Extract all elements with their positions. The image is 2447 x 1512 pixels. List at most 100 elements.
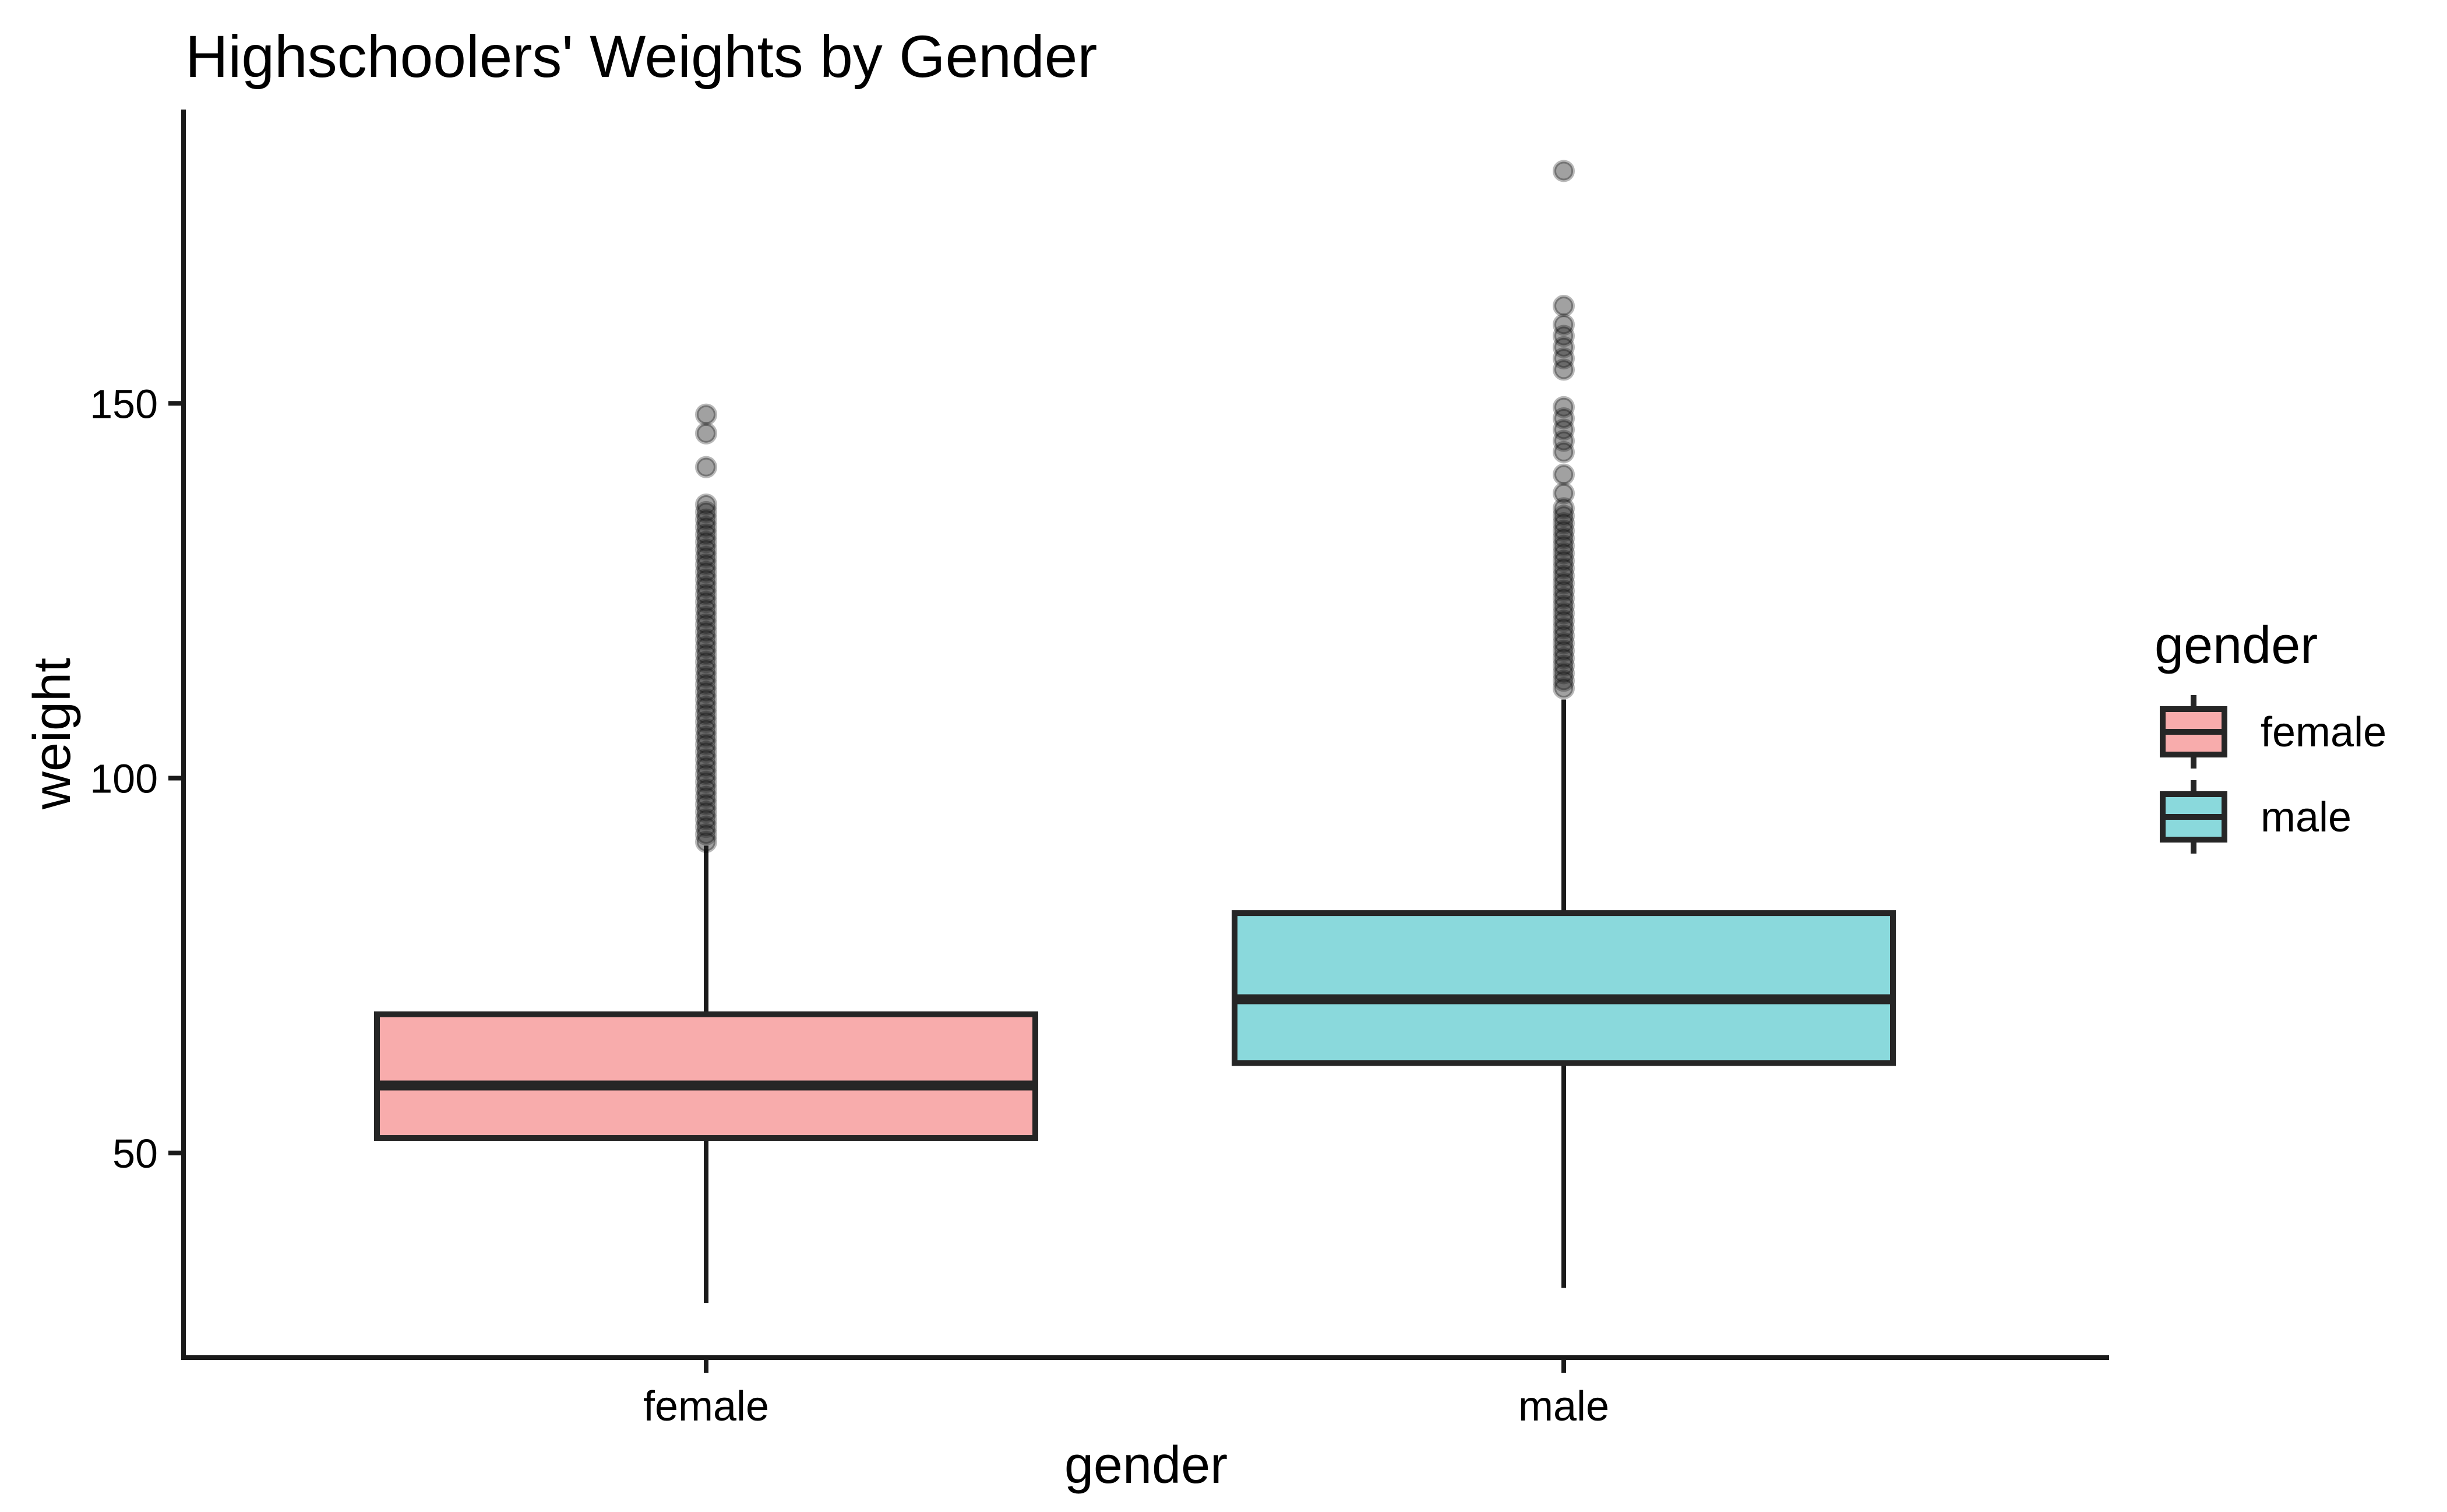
outlier-dot (695, 628, 717, 651)
outlier-dot (1553, 407, 1575, 430)
outlier-dot (1553, 429, 1575, 452)
outlier-dot (695, 613, 717, 636)
outlier-dot (1553, 313, 1575, 336)
outlier-dot (695, 658, 717, 681)
outlier-dot (695, 636, 717, 658)
legend-label-male: male (2261, 794, 2351, 841)
outlier-dot (1553, 358, 1575, 381)
outlier-dot (1553, 336, 1575, 358)
outlier-dot (1553, 325, 1575, 347)
outlier-dot (695, 830, 717, 853)
outlier-dot (695, 576, 717, 598)
outlier-dot (1553, 647, 1575, 669)
outlier-dot (1553, 160, 1575, 182)
outlier-dot (695, 756, 717, 778)
outlier-dot (1553, 677, 1575, 700)
chart-title: Highschoolers' Weights by Gender (185, 23, 1097, 90)
outlier-dot (1553, 520, 1575, 542)
outlier-dot (1553, 609, 1575, 632)
y-tick-label: 100 (90, 756, 158, 802)
outlier-dot (695, 801, 717, 823)
outlier-dot (695, 561, 717, 583)
outlier-dot (1553, 295, 1575, 318)
outlier-dot (695, 583, 717, 606)
outlier-dot (695, 688, 717, 711)
legend: gender female male (2155, 616, 2386, 854)
outlier-dot (1553, 632, 1575, 654)
outlier-dot (1553, 482, 1575, 505)
boxplot-series (374, 160, 1896, 1303)
outlier-dot (1553, 587, 1575, 609)
outlier-dot (695, 763, 717, 786)
outlier-dot (695, 403, 717, 426)
outlier-dot (695, 501, 717, 523)
outlier-dot (695, 808, 717, 831)
y-tick-label: 150 (90, 381, 158, 427)
outlier-dot (695, 718, 717, 741)
x-tick-label: female (643, 1383, 769, 1430)
outlier-dot (1553, 527, 1575, 549)
outlier-dot (695, 546, 717, 569)
outlier-dot (1553, 396, 1575, 418)
y-axis-ticks: 50 100 150 (90, 381, 184, 1176)
outlier-dot (1553, 669, 1575, 692)
legend-title: gender (2155, 616, 2318, 675)
outlier-dot (1553, 505, 1575, 527)
outlier-dot (695, 538, 717, 561)
boxplot-male (1232, 160, 1896, 1288)
outlier-dot (695, 733, 717, 756)
outlier-dot (695, 591, 717, 614)
outlier-dot (695, 816, 717, 838)
outlier-dot (1553, 654, 1575, 677)
outlier-dot (1553, 617, 1575, 640)
outlier-dot (695, 621, 717, 643)
outlier-dot (695, 422, 717, 445)
outlier-dot (1553, 565, 1575, 587)
legend-key-female: female (2160, 695, 2386, 769)
outlier-dot (695, 651, 717, 674)
iqr-box (1232, 910, 1896, 1066)
outlier-dot (695, 568, 717, 591)
outlier-dot (695, 493, 717, 516)
outlier-dot (695, 508, 717, 531)
outlier-dot (695, 778, 717, 801)
x-tick-label: male (1518, 1383, 1609, 1430)
outlier-dot (695, 785, 717, 808)
y-axis-title: weight (23, 658, 82, 810)
outlier-dot (1553, 579, 1575, 602)
outlier-dot (695, 523, 717, 546)
outlier-dot (1553, 347, 1575, 370)
outlier-dot (695, 748, 717, 771)
outlier-dot (1553, 639, 1575, 662)
outlier-dot (1553, 594, 1575, 617)
outlier-dot (1553, 625, 1575, 647)
outlier-dot (1553, 549, 1575, 572)
legend-label-female: female (2261, 709, 2386, 756)
outlier-dot (1553, 497, 1575, 520)
x-axis-title: gender (1064, 1436, 1228, 1495)
outlier-dot (695, 531, 717, 554)
outlier-dot (1553, 534, 1575, 557)
outlier-dot (1553, 440, 1575, 463)
outlier-dot (1553, 557, 1575, 580)
outlier-dot (695, 823, 717, 846)
outlier-dot (1553, 418, 1575, 441)
outlier-dot (695, 681, 717, 703)
boxplot-female (374, 403, 1038, 1303)
outlier-dot (695, 741, 717, 763)
outlier-dot (695, 770, 717, 793)
outlier-dot (695, 665, 717, 688)
outlier-dot (695, 643, 717, 666)
outlier-dot (695, 793, 717, 816)
outlier-dot (695, 598, 717, 621)
outlier-dot (1553, 662, 1575, 685)
x-axis-ticks: female male (643, 1358, 1609, 1430)
outlier-dot (695, 516, 717, 538)
outlier-dot (1553, 602, 1575, 625)
outlier-dot (695, 725, 717, 748)
outlier-dot (695, 553, 717, 576)
outlier-dot (695, 456, 717, 478)
outlier-dot (1553, 572, 1575, 595)
